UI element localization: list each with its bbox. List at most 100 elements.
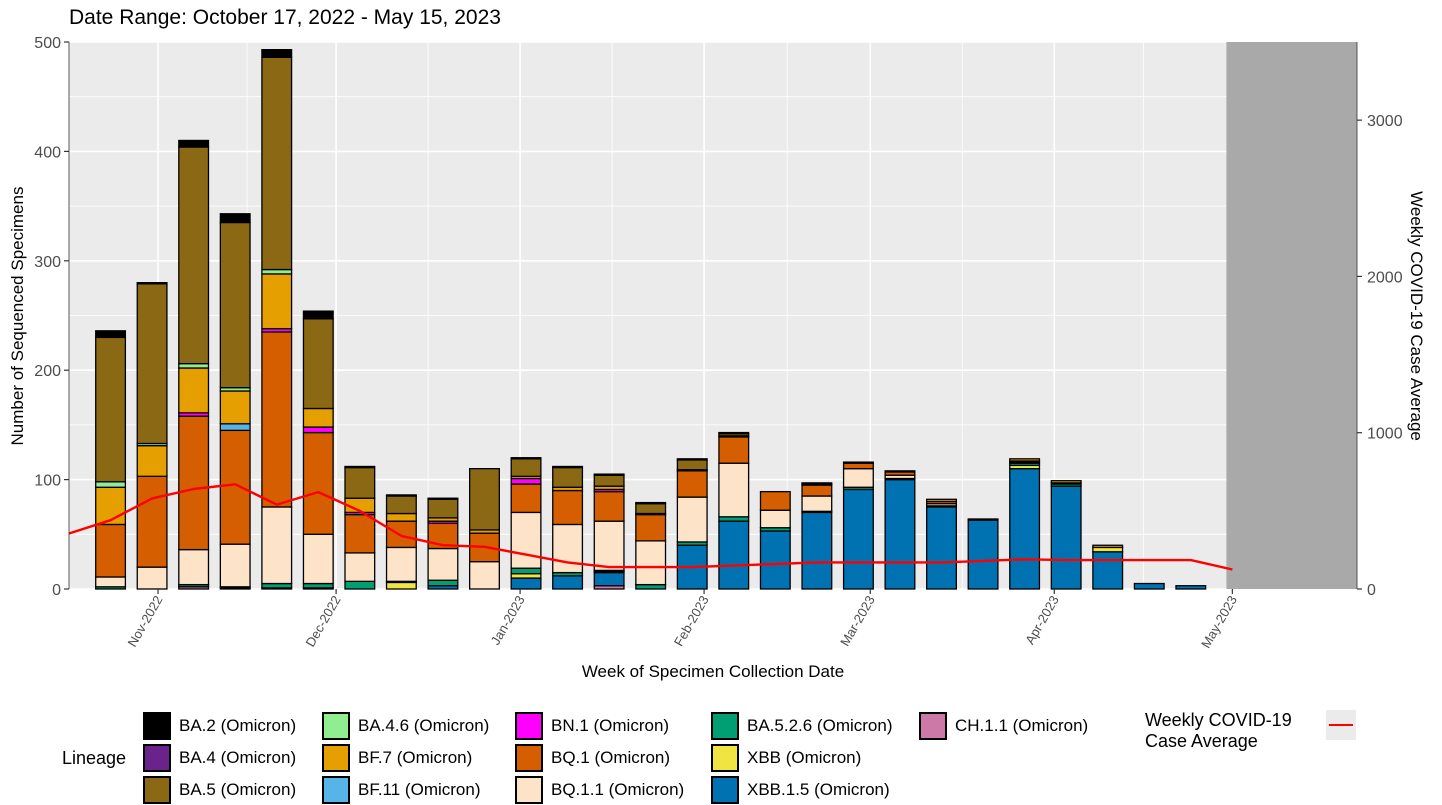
bar-segment (261, 506, 293, 585)
y-tick-label: 0 (52, 582, 61, 599)
bar-segment (552, 465, 584, 469)
legend-swatch (143, 744, 171, 772)
bar-segment (676, 458, 708, 461)
bar-segment (842, 462, 874, 470)
stacked-bar-chart: 0 100 200 300 400 500 Nov-2022 Dec-2022 Jan-2023… (8, 35, 1426, 681)
y-tick-label: 500 (34, 35, 61, 52)
legend-label: XBB.1.5 (Omicron) (747, 780, 890, 799)
bar-segment (593, 473, 625, 476)
bar-segment (1175, 585, 1207, 590)
legend-swatch (143, 776, 171, 804)
y-tick-label: 300 (34, 254, 61, 271)
bar-segment (95, 576, 127, 588)
bar-segment (95, 336, 127, 483)
bar-segment (261, 582, 293, 589)
bar-segment (385, 520, 417, 549)
bar-segment (385, 495, 417, 515)
legend-label: XBB (Omicron) (747, 748, 862, 767)
bar-segment (302, 582, 334, 589)
bar-segment (427, 547, 459, 581)
line-legend-label: Weekly COVID-19 Case Average (1145, 710, 1292, 751)
y2-tick-label: 0 (1367, 582, 1376, 599)
bar-segment (95, 330, 127, 339)
bar-segment (1092, 544, 1124, 549)
bar-segment (468, 468, 500, 531)
bar-segment (510, 511, 542, 569)
bar-segment (510, 577, 542, 590)
bar-segment (552, 575, 584, 590)
x-tick-label: Jan-2023 (488, 593, 528, 647)
bar-layer (95, 49, 1207, 590)
legend-swatch (711, 712, 739, 740)
bar-segment (427, 498, 459, 519)
bar-segment (1050, 480, 1082, 484)
bar-segment (759, 509, 791, 529)
bar-segment (593, 520, 625, 572)
bar-segment (1133, 582, 1165, 590)
y-tick-label: 100 (34, 473, 61, 490)
legend-item: BQ.1.1 (Omicron) (515, 775, 684, 805)
y-axis-label: Number of Sequenced Specimens (8, 187, 27, 446)
bar-segment (884, 478, 916, 590)
bar-segment (635, 513, 667, 542)
bar-segment (427, 497, 459, 500)
bar-segment (1009, 458, 1041, 462)
bar-segment (302, 431, 334, 535)
legend-label: BA.4 (Omicron) (179, 748, 297, 767)
legend-label: BQ.1 (Omicron) (551, 748, 671, 767)
x-tick-label: Feb-2023 (671, 593, 712, 649)
bar-segment (635, 583, 667, 590)
bar-segment (136, 475, 168, 568)
legend-label: BQ.1.1 (Omicron) (551, 780, 685, 799)
bar-segment (510, 458, 542, 477)
bar-segment (344, 580, 376, 590)
bar-segment (842, 468, 874, 488)
bar-segment (219, 429, 251, 545)
bar-segment (136, 566, 168, 590)
legend-swatch (515, 776, 543, 804)
bar-segment (178, 146, 210, 365)
bar-segment (635, 501, 667, 505)
legend-swatch (322, 712, 350, 740)
legend-item: BN.1 (Omicron) (515, 711, 669, 741)
bar-segment (552, 523, 584, 574)
x-tick-label: Mar-2023 (837, 593, 878, 649)
legend-item: BA.4.6 (Omicron) (322, 711, 489, 741)
bar-segment (261, 49, 293, 58)
legend-item: BF.7 (Omicron) (322, 743, 472, 773)
bar-segment (468, 561, 500, 590)
bar-segment (261, 331, 293, 508)
bar-segment (635, 503, 667, 515)
bar-segment (136, 445, 168, 477)
bar-segment (718, 516, 750, 522)
bar-segment (178, 362, 210, 369)
x-tick-label: May-2023 (1198, 593, 1240, 651)
legend-item: BA.2 (Omicron) (143, 711, 296, 741)
bar-segment (1092, 551, 1124, 590)
bar-segment (801, 511, 833, 590)
bar-segment (801, 484, 833, 497)
bar-segment (302, 310, 334, 320)
x-tick-label: Dec-2022 (303, 593, 344, 649)
bar-segment (344, 465, 376, 469)
legend-label: BA.2 (Omicron) (179, 716, 297, 735)
bar-segment (136, 283, 168, 445)
bar-segment (842, 461, 874, 464)
bar-segment (552, 489, 584, 526)
bar-segment (178, 367, 210, 414)
legend-item: XBB.1.5 (Omicron) (711, 775, 890, 805)
bar-segment (759, 530, 791, 590)
line-legend-key (1326, 710, 1356, 740)
legend-swatch (515, 712, 543, 740)
bar-segment (967, 519, 999, 590)
y2-tick-label: 2000 (1367, 269, 1403, 286)
bar-segment (344, 552, 376, 582)
bar-segment (427, 579, 459, 587)
x-axis-label: Week of Specimen Collection Date (582, 662, 844, 681)
bar-segment (593, 474, 625, 487)
bar-segment (510, 457, 542, 460)
bar-segment (676, 496, 708, 543)
bar-segment (178, 139, 210, 148)
bar-segment (344, 466, 376, 499)
legend-swatch (711, 776, 739, 804)
